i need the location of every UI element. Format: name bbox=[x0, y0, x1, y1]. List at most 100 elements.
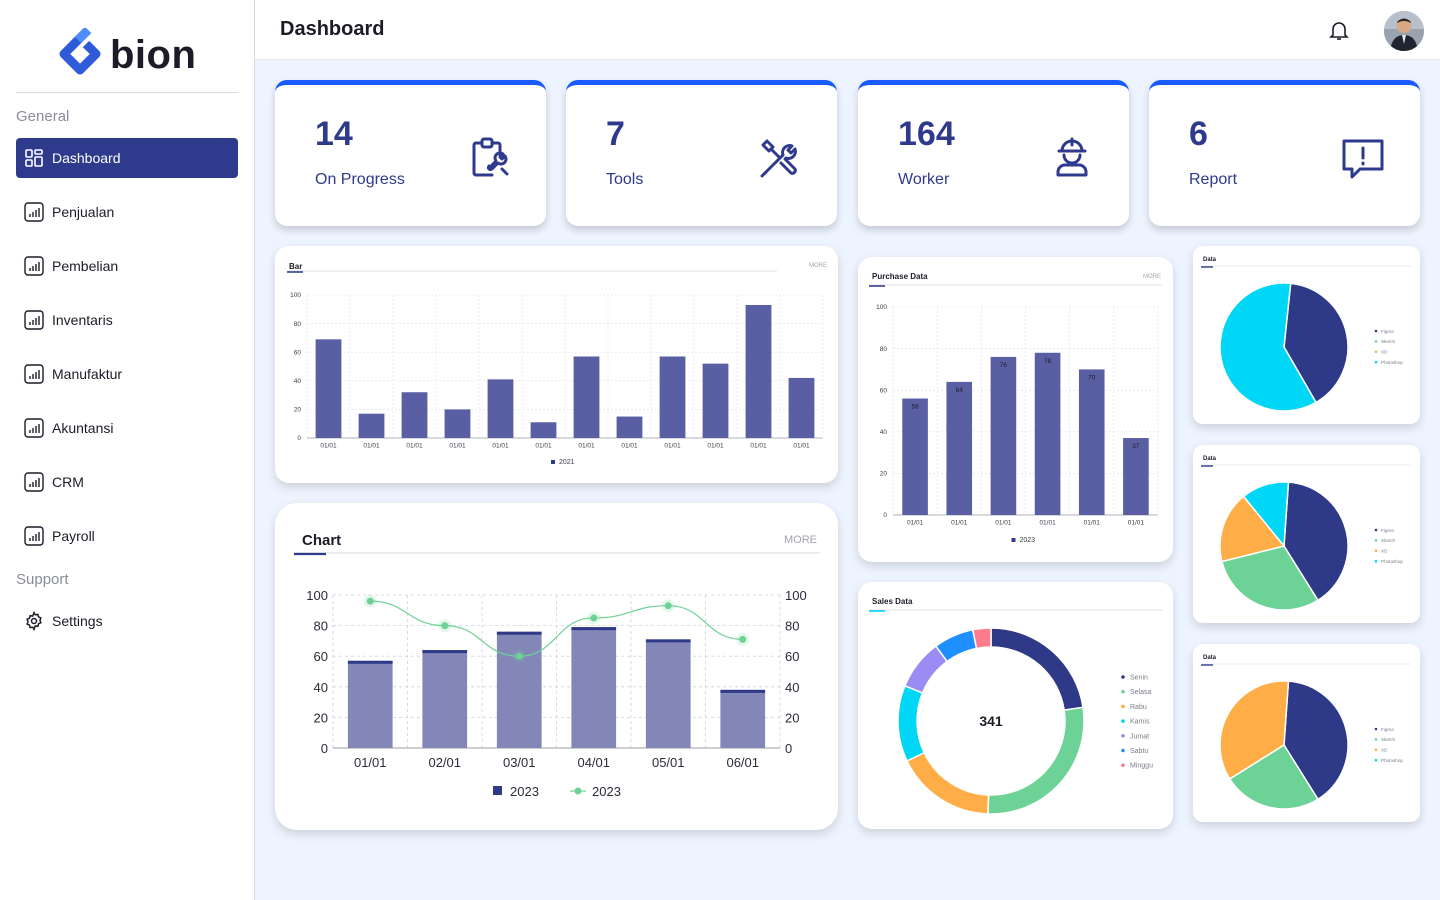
stat-label: Worker bbox=[898, 171, 950, 188]
bar bbox=[496, 631, 542, 748]
stat-label: Report bbox=[1189, 171, 1238, 188]
legend-dot bbox=[1374, 539, 1378, 542]
logo[interactable]: bion bbox=[58, 28, 196, 82]
legend-dot bbox=[1121, 763, 1125, 767]
sidebar-item-pembelian[interactable]: Pembelian bbox=[16, 246, 238, 286]
y2-tick-label: 100 bbox=[785, 588, 807, 603]
sales-chart-panel: Sales Data 341 Senin Selasa Rabu Kamis Jumat S… bbox=[858, 582, 1173, 829]
x-tick-label: 01/01 bbox=[995, 520, 1012, 527]
stat-label: Tools bbox=[606, 171, 644, 188]
sales-donut-chart: 341 Senin Selasa Rabu Kamis Jumat Sabtu Minggu bbox=[869, 609, 1162, 815]
bar-chart-icon bbox=[24, 364, 44, 384]
pie-panel-1: Data Figma Sketch XD Photoshop bbox=[1193, 246, 1420, 424]
bar bbox=[1123, 438, 1149, 515]
sidebar-item-dashboard[interactable]: Dashboard bbox=[16, 138, 238, 178]
legend-label: 2023 bbox=[592, 784, 621, 799]
stat-card-on-progress[interactable]: 14 On Progress bbox=[275, 80, 546, 226]
legend-label: Sketch bbox=[1381, 737, 1395, 742]
line-point bbox=[515, 652, 523, 660]
data-label: 64 bbox=[956, 387, 964, 394]
more-link[interactable]: MORE bbox=[784, 534, 817, 546]
bar bbox=[1078, 369, 1105, 515]
y-tick-label: 0 bbox=[883, 512, 887, 519]
sidebar-item-payroll[interactable]: Payroll bbox=[16, 516, 238, 556]
bar bbox=[788, 377, 815, 438]
stat-value: 164 bbox=[898, 115, 955, 153]
line-point bbox=[664, 602, 672, 610]
x-tick-label: 01/01 bbox=[535, 443, 552, 450]
data-label: 76 bbox=[1000, 362, 1008, 369]
legend-dot bbox=[1374, 528, 1378, 532]
panel-title: Data bbox=[1203, 456, 1217, 462]
sidebar-item-label: Akuntansi bbox=[52, 420, 114, 436]
x-tick-label: 04/01 bbox=[577, 755, 610, 770]
pie-chart: Figma Sketch XD Photoshop bbox=[1201, 663, 1411, 810]
bion-logo-icon bbox=[59, 28, 101, 75]
avatar[interactable] bbox=[1384, 11, 1424, 51]
report-icon bbox=[1338, 133, 1388, 183]
stat-card-tools[interactable]: 7 Tools bbox=[566, 80, 837, 226]
stat-card-worker[interactable]: 164 Worker bbox=[858, 80, 1129, 226]
gear-icon bbox=[24, 611, 44, 631]
legend-label: 2023 bbox=[510, 784, 539, 799]
bar-chart-icon bbox=[24, 418, 44, 438]
sidebar-item-label: Settings bbox=[52, 613, 103, 629]
bar-chart-icon bbox=[24, 310, 44, 330]
panel-title: Sales Data bbox=[872, 597, 913, 606]
pie-slice bbox=[971, 627, 992, 650]
x-tick-label: 01/01 bbox=[907, 520, 924, 527]
more-link[interactable]: MORE bbox=[1143, 274, 1161, 280]
combo-chart-panel: Chart MORE 0 0 20 20 40 40 60 60 80 80 100 100 01/01… bbox=[275, 503, 838, 830]
bar bbox=[358, 413, 385, 438]
bar-chart-icon bbox=[24, 256, 44, 276]
bar bbox=[902, 398, 928, 515]
y-tick-label: 100 bbox=[290, 292, 301, 299]
bar bbox=[487, 379, 514, 438]
sidebar-item-akuntansi[interactable]: Akuntansi bbox=[16, 408, 238, 448]
bar-chart-icon bbox=[24, 202, 44, 222]
y-tick-label: 100 bbox=[876, 304, 887, 311]
legend-point bbox=[574, 787, 582, 795]
legend-label: Photoshop bbox=[1381, 559, 1403, 564]
panel-title: Purchase Data bbox=[872, 272, 928, 281]
sidebar-item-manufaktur[interactable]: Manufaktur bbox=[16, 354, 238, 394]
legend-dot bbox=[1374, 559, 1378, 563]
y-tick-label: 80 bbox=[294, 321, 302, 328]
stat-label: On Progress bbox=[315, 171, 405, 188]
x-tick-label: 01/01 bbox=[951, 520, 968, 527]
stat-card-report[interactable]: 6 Report bbox=[1149, 80, 1420, 226]
legend-label: XD bbox=[1381, 350, 1388, 355]
pie-chart: Figma Sketch XD Photoshop bbox=[1201, 265, 1411, 412]
bar bbox=[444, 409, 471, 438]
sidebar-item-settings[interactable]: Settings bbox=[16, 601, 238, 641]
x-tick-label: 01/01 bbox=[578, 443, 595, 450]
pie-panel-2: Data Figma Sketch XD Photoshop bbox=[1193, 445, 1420, 623]
bar bbox=[659, 356, 686, 438]
panel-title: Data bbox=[1203, 655, 1217, 661]
y-tick-label: 20 bbox=[314, 710, 328, 725]
y-tick-label: 40 bbox=[294, 378, 302, 385]
legend-label: Photoshop bbox=[1381, 360, 1403, 365]
bar bbox=[616, 416, 643, 438]
logo-text: bion bbox=[110, 32, 197, 77]
y-tick-label: 40 bbox=[880, 429, 888, 436]
sidebar-item-penjualan[interactable]: Penjualan bbox=[16, 192, 238, 232]
legend-label: Selasa bbox=[1130, 689, 1152, 696]
pie-slice bbox=[897, 684, 926, 762]
pie-slice bbox=[1220, 545, 1319, 611]
sidebar-item-inventaris[interactable]: Inventaris bbox=[16, 300, 238, 340]
stat-value: 14 bbox=[315, 115, 353, 153]
bar-cap bbox=[720, 689, 766, 693]
legend-label: Sabtu bbox=[1130, 748, 1148, 755]
panel-title: Chart bbox=[302, 532, 342, 549]
y2-tick-label: 0 bbox=[785, 741, 792, 756]
sidebar-item-label: Pembelian bbox=[52, 258, 119, 274]
bar bbox=[530, 422, 557, 438]
more-link[interactable]: MORE bbox=[809, 263, 827, 269]
bell-icon[interactable] bbox=[1327, 18, 1351, 42]
sidebar-item-crm[interactable]: CRM bbox=[16, 462, 238, 502]
x-tick-label: 01/01 bbox=[750, 443, 767, 450]
data-label: 78 bbox=[1044, 358, 1052, 365]
legend-swatch bbox=[493, 786, 502, 795]
series-line bbox=[370, 600, 743, 657]
